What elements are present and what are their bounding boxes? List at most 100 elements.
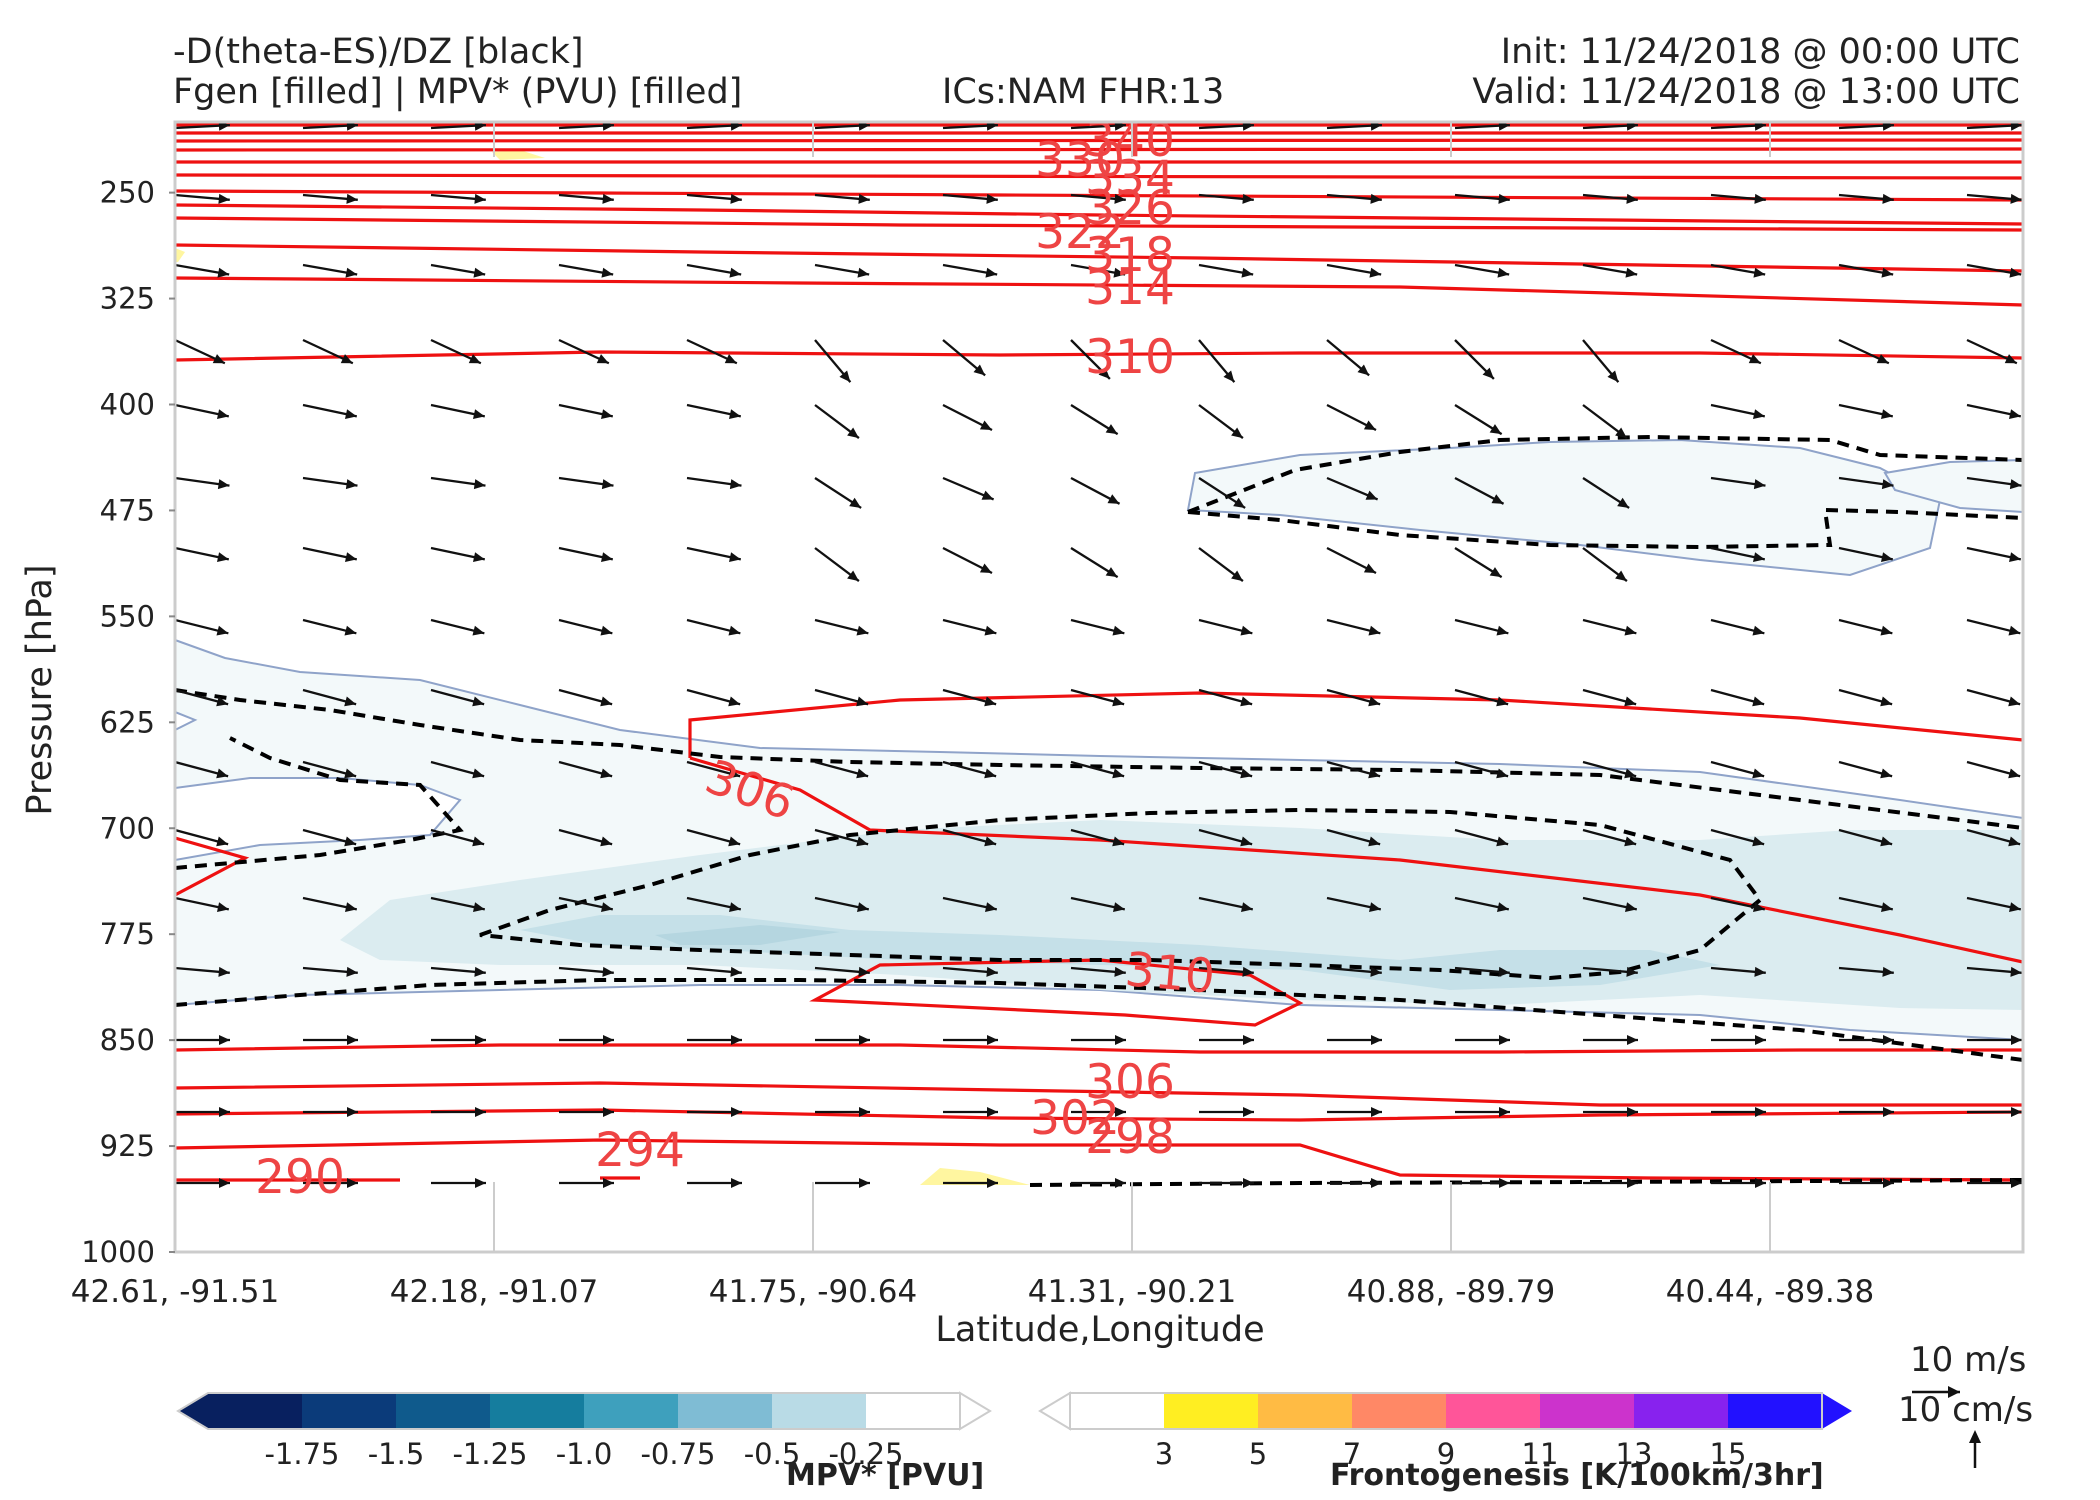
wind-vector-head	[603, 1178, 614, 1188]
y-tick-label: 925	[100, 1129, 155, 1163]
y-tick-label: 625	[100, 705, 155, 739]
init-time: Init: 11/24/2018 @ 00:00 UTC	[1500, 32, 2020, 72]
wind-vector-head	[1482, 367, 1494, 379]
wind-vector-head	[600, 409, 613, 420]
mpv-colorbar-tick: -1.25	[452, 1437, 527, 1471]
vertical-scale-label: 10 cm/s	[1898, 1390, 2034, 1430]
wind-vector-head	[731, 1035, 742, 1045]
wind-vector-head	[2008, 552, 2021, 563]
wind-vector-head	[1754, 966, 1766, 977]
x-tick-label: 42.61, -91.51	[71, 1274, 279, 1310]
wind-vector-head	[857, 267, 870, 278]
wind-vector-head	[1624, 902, 1637, 913]
wind-vector-head	[1363, 420, 1377, 430]
y-tick-label: 475	[100, 493, 155, 527]
wind-vector-head	[2009, 267, 2022, 278]
wind-vector-head	[1098, 367, 1110, 379]
wind-vector-head	[987, 1035, 998, 1045]
wind-vector-head	[984, 902, 997, 913]
wind-vector-head	[973, 364, 986, 376]
wind-vector-head	[344, 625, 357, 636]
wind-vector-head	[472, 902, 485, 913]
wind-vector-head	[1752, 836, 1765, 847]
wind-vector-head	[1107, 494, 1120, 504]
wind-vector-head	[474, 122, 486, 131]
y-axis-label: Pressure [hPa]	[20, 564, 60, 816]
theta-contour	[688, 691, 2023, 758]
wind-vector-head	[346, 193, 358, 204]
wind-vector-head	[859, 1107, 870, 1117]
wind-vector-head	[1231, 570, 1243, 582]
wind-vector-head	[601, 479, 614, 490]
mpv-colorbar-segment	[302, 1393, 396, 1429]
wind-vector-head	[985, 267, 998, 278]
theta-contour	[175, 1043, 2023, 1054]
wind-vector-head	[984, 836, 997, 847]
wind-vector-head	[728, 625, 741, 636]
wind-vector-head	[473, 267, 486, 278]
fgen-colorbar-tick: 15	[1710, 1437, 1747, 1471]
wind-vector-head	[2011, 1107, 2022, 1117]
wind-vector-head	[1499, 1107, 1510, 1117]
wind-vector-head	[345, 479, 358, 490]
wind-vector-head	[1371, 1178, 1382, 1188]
mpv-colorbar-segment	[584, 1393, 678, 1429]
wind-vector-head	[1627, 1107, 1638, 1117]
wind-vector-head	[1880, 902, 1893, 913]
wind-vector-head	[218, 966, 230, 977]
wind-vector-head	[724, 354, 737, 364]
wind-vector-head	[2008, 902, 2021, 913]
wind-vector-head	[2010, 966, 2022, 977]
wind-vector-head	[2009, 479, 2022, 490]
wind-vector-head	[600, 902, 613, 913]
fgen-colorbar-tick: 13	[1616, 1437, 1653, 1471]
wind-vector-head	[2008, 625, 2021, 636]
wind-vector-head	[340, 354, 353, 364]
mpv-colorbar-segment	[396, 1393, 490, 1429]
wind-vector-head	[1882, 193, 1894, 204]
theta-contour	[175, 1081, 2023, 1107]
wind-vector-head	[1231, 427, 1243, 439]
theta-contour-label: 330	[1035, 133, 1125, 188]
wind-vector-head	[216, 696, 229, 707]
wind-vector-head	[1368, 696, 1381, 707]
wind-vector-head	[1233, 497, 1246, 508]
wind-vector-head	[1752, 409, 1765, 420]
wind-vector-head	[219, 1107, 230, 1117]
wind-vector-head	[847, 427, 859, 439]
wind-vector-head	[1240, 768, 1253, 779]
mpv-shading-upper-right	[1883, 458, 2023, 514]
wind-vector-head	[1498, 122, 1510, 131]
fgen-colorbar-segment	[1728, 1393, 1822, 1429]
fgen-colorbar-outline	[1069, 1392, 1823, 1430]
theta-contour	[175, 1108, 2023, 1122]
wind-vector-head	[1607, 370, 1619, 383]
wind-vector-head	[1617, 497, 1630, 508]
fgen-shading	[920, 1168, 1030, 1185]
wind-vector-head	[1881, 479, 1894, 490]
wind-vector-head	[472, 625, 485, 636]
wind-vector-head	[728, 552, 741, 563]
wind-scale-label: 10 m/s	[1910, 1340, 2027, 1380]
wind-vector-head	[1626, 122, 1638, 131]
fgen-colorbar-label: Frontogenesis [K/100km/3hr]	[1330, 1458, 1824, 1493]
wind-vector-head	[596, 354, 609, 364]
wind-vector-head	[2008, 836, 2021, 847]
fgen-colorbar-segment	[1540, 1393, 1634, 1429]
wind-vector-head	[858, 193, 870, 204]
wind-vector-head	[344, 409, 357, 420]
fgen-colorbar-segment	[1258, 1393, 1352, 1429]
wind-vector-head	[984, 768, 997, 779]
wind-vector-head	[1368, 625, 1381, 636]
fgen-shading	[492, 150, 545, 160]
wind-vector-head	[1243, 1178, 1254, 1188]
stability-contour	[175, 736, 464, 870]
wind-vector-head	[728, 768, 741, 779]
wind-vector-head	[347, 1107, 358, 1117]
wind-vector-head	[1491, 494, 1504, 504]
wind-vector-head	[1242, 122, 1254, 131]
wind-vector-head	[468, 354, 481, 364]
theta-contour-label: 310	[1085, 330, 1175, 385]
wind-vector-head	[1115, 1107, 1126, 1117]
